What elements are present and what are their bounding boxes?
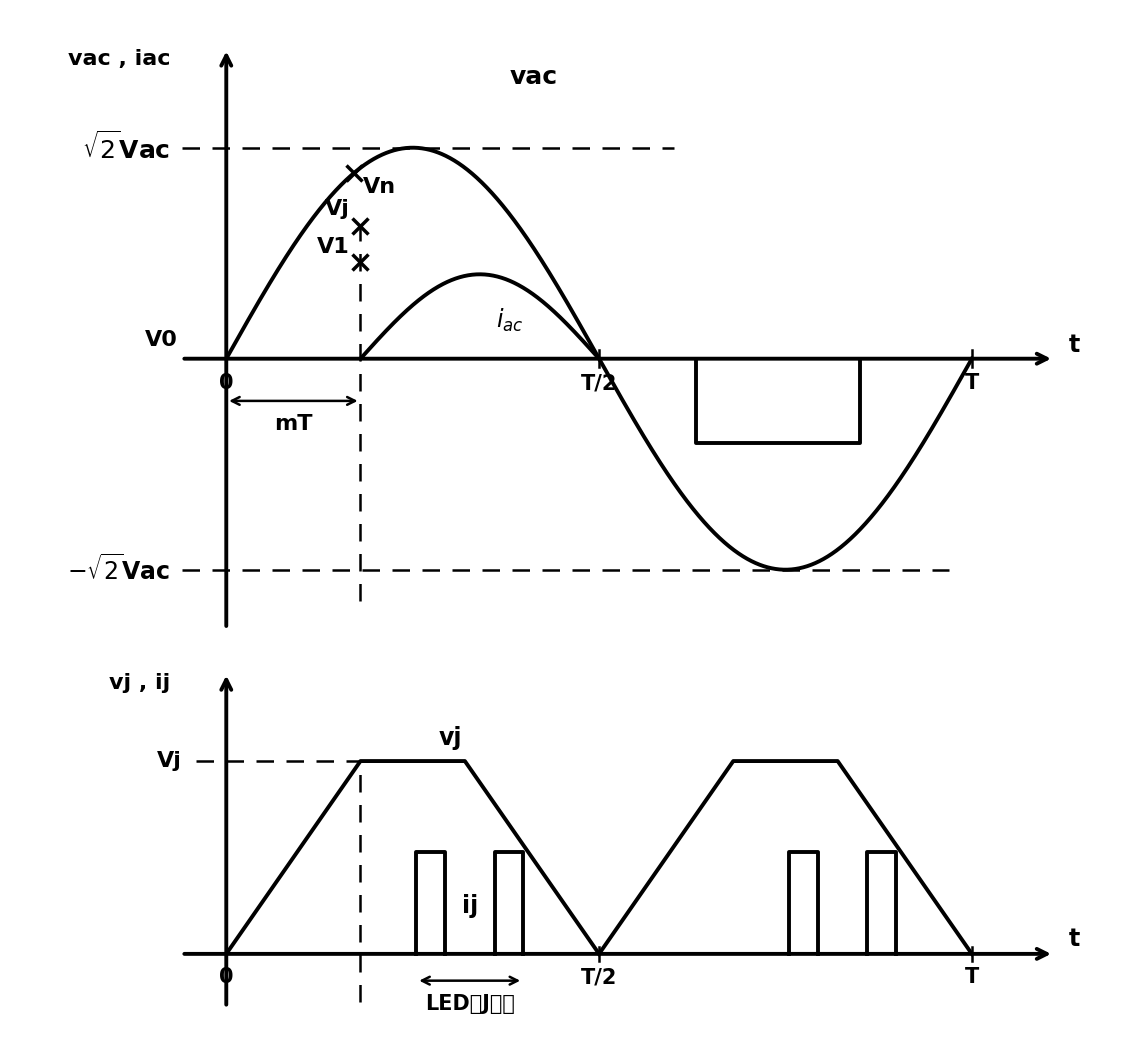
Text: T: T [964, 373, 979, 394]
Text: Vj: Vj [157, 751, 182, 771]
Text: Vj: Vj [324, 199, 349, 219]
Text: V1: V1 [316, 237, 349, 257]
Text: $i_{ac}$: $i_{ac}$ [496, 307, 523, 334]
Text: T: T [964, 967, 979, 987]
Text: mT: mT [274, 414, 313, 434]
Text: $\sqrt{2}$Vac: $\sqrt{2}$Vac [82, 132, 171, 164]
Text: ij: ij [462, 894, 478, 918]
Text: T/2: T/2 [581, 967, 617, 987]
Text: $-\sqrt{2}$Vac: $-\sqrt{2}$Vac [67, 555, 171, 584]
Text: 0: 0 [219, 967, 233, 987]
Text: T/2: T/2 [581, 373, 617, 394]
Text: vj , ij: vj , ij [109, 673, 171, 693]
Text: vj: vj [438, 726, 462, 750]
Text: t: t [1069, 927, 1080, 952]
Text: V0: V0 [144, 330, 177, 350]
Text: vac: vac [509, 64, 558, 89]
Text: 0: 0 [219, 373, 233, 394]
Text: vac , iac: vac , iac [68, 49, 171, 69]
Text: Vn: Vn [363, 177, 396, 197]
Text: LED串J导通: LED串J导通 [425, 994, 515, 1014]
Text: t: t [1069, 332, 1080, 357]
